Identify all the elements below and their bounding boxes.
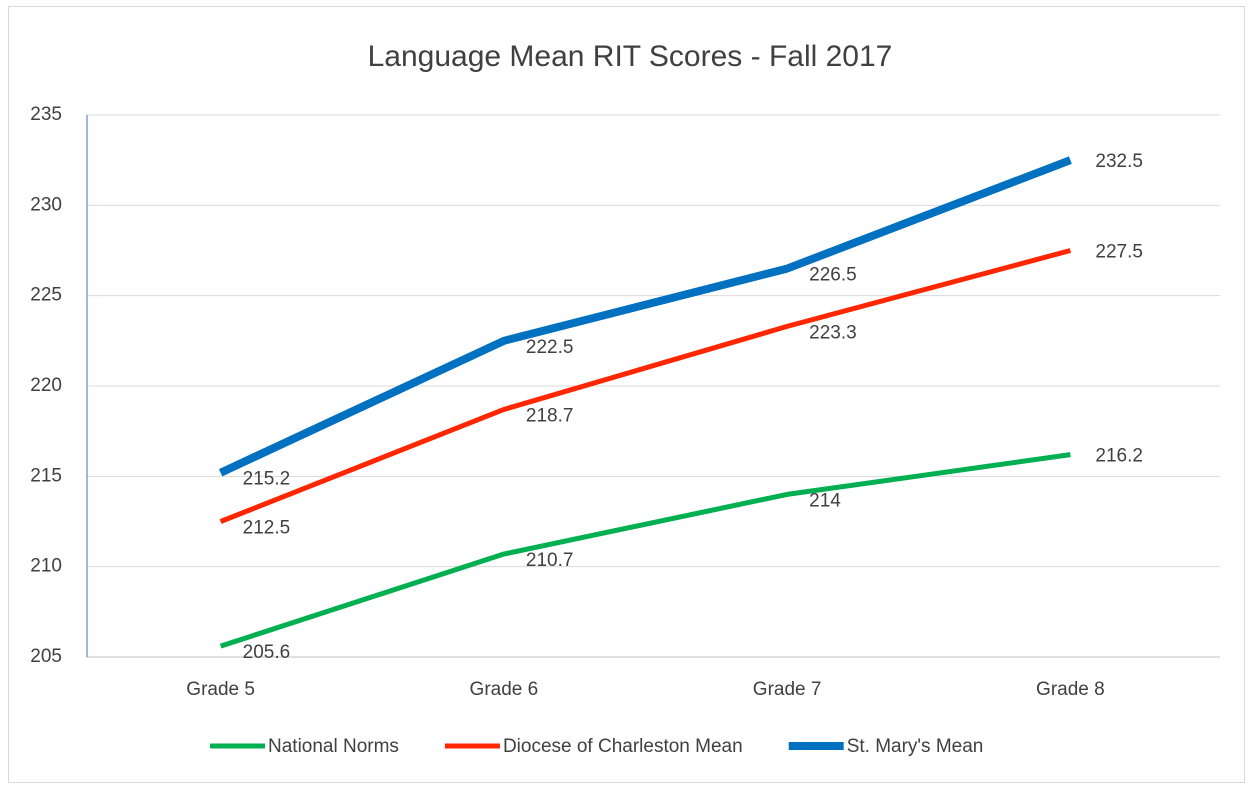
- data-label: 232.5: [1095, 151, 1143, 172]
- y-tick-label: 205: [30, 646, 62, 667]
- chart-title: Language Mean RIT Scores - Fall 2017: [368, 40, 893, 73]
- data-label: 223.3: [809, 322, 857, 343]
- chart-border: [8, 6, 1245, 783]
- x-tick-label: Grade 6: [470, 679, 539, 700]
- x-tick-label: Grade 5: [186, 679, 255, 700]
- y-tick-label: 225: [30, 285, 62, 306]
- data-label: 215.2: [243, 469, 291, 490]
- series-line: [219, 248, 1072, 524]
- y-tick-label: 230: [30, 194, 62, 215]
- x-tick-label: Grade 8: [1036, 679, 1105, 700]
- legend-label: National Norms: [268, 736, 399, 757]
- data-label: 218.7: [526, 406, 574, 427]
- data-label: 214: [809, 490, 841, 511]
- series-line: [219, 452, 1071, 649]
- y-tick-label: 210: [30, 556, 62, 577]
- series-line: [218, 156, 1072, 477]
- legend-label: Diocese of Charleston Mean: [503, 736, 743, 757]
- data-label: 222.5: [526, 337, 574, 358]
- data-label: 227.5: [1095, 242, 1143, 263]
- data-label: 226.5: [809, 265, 857, 286]
- x-tick-label: Grade 7: [753, 679, 822, 700]
- data-label: 205.6: [243, 642, 291, 663]
- data-label: 212.5: [243, 518, 291, 539]
- data-label: 210.7: [526, 550, 574, 571]
- y-tick-label: 235: [30, 104, 62, 125]
- data-label: 216.2: [1095, 446, 1143, 467]
- y-tick-label: 220: [30, 375, 62, 396]
- legend-label: St. Mary's Mean: [847, 736, 984, 757]
- y-tick-label: 215: [30, 465, 62, 486]
